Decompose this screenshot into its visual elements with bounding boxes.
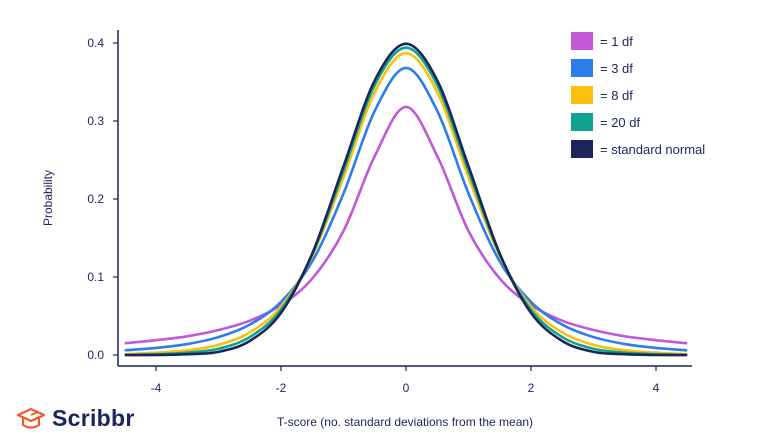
- legend: = 1 df = 3 df = 8 df = 20 df = standard norm…: [571, 32, 705, 158]
- x-tick-label: 0: [403, 381, 410, 395]
- legend-label: = standard normal: [600, 142, 705, 157]
- graduation-cap-icon: [16, 407, 46, 429]
- series-line-4: [124, 42, 688, 357]
- x-tick-label: 2: [528, 381, 535, 395]
- x-tick-label: 4: [653, 381, 660, 395]
- legend-label: = 8 df: [600, 88, 633, 103]
- legend-swatch: [571, 140, 593, 158]
- y-tick-label: 0.3: [87, 114, 104, 128]
- x-axis-label: T-score (no. standard deviations from th…: [277, 415, 533, 429]
- legend-swatch: [571, 59, 593, 77]
- series-line-3: [124, 46, 688, 357]
- legend-label: = 1 df: [600, 34, 633, 49]
- legend-label: = 20 df: [600, 115, 641, 130]
- y-tick-label: 0.2: [87, 192, 104, 206]
- legend-swatch: [571, 113, 593, 131]
- scribbr-logo: Scribbr: [16, 405, 135, 432]
- y-axis-label: Probability: [41, 170, 55, 226]
- series-line-2: [124, 51, 688, 356]
- legend-swatch: [571, 32, 593, 50]
- x-tick-label: -4: [151, 381, 162, 395]
- series-line-0: [124, 105, 688, 345]
- y-tick-label: 0.4: [87, 36, 104, 50]
- series-line-1: [124, 66, 688, 352]
- legend-swatch: [571, 86, 593, 104]
- legend-label: = 3 df: [600, 61, 633, 76]
- x-tick-label: -2: [276, 381, 287, 395]
- y-tick-label: 0.1: [87, 270, 104, 284]
- y-tick-label: 0.0: [87, 348, 104, 362]
- brand-name: Scribbr: [52, 405, 135, 431]
